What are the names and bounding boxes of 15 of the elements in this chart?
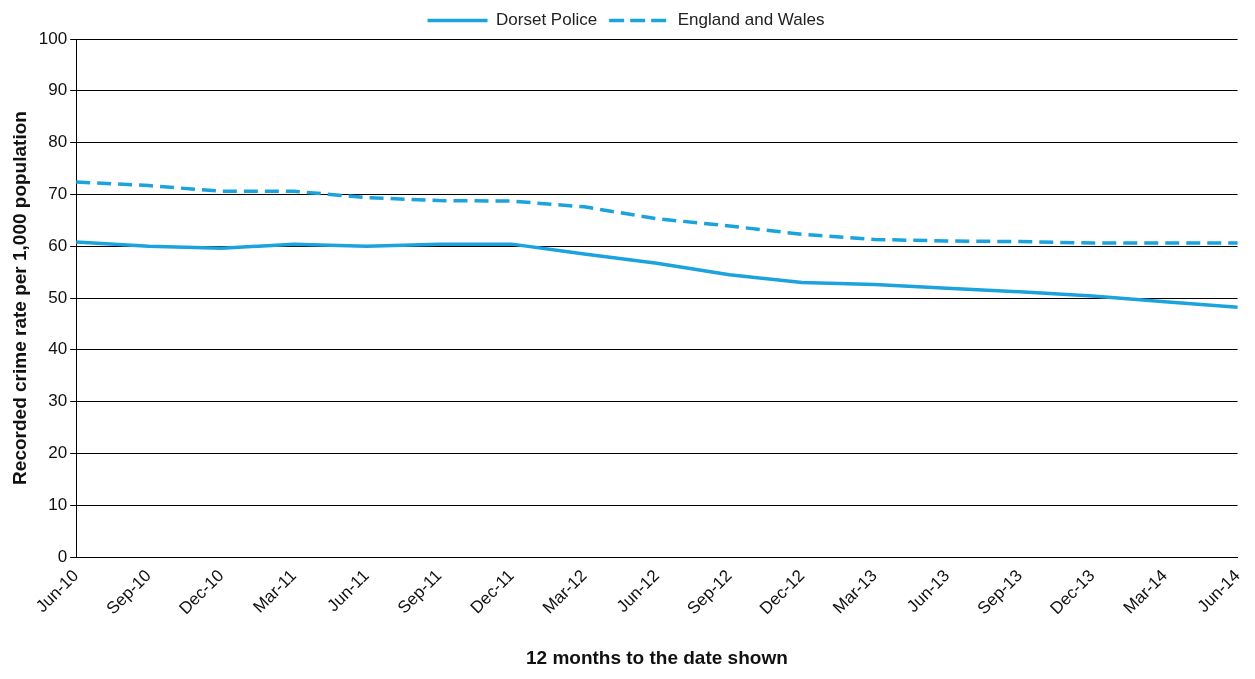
legend-label: Dorset Police bbox=[496, 10, 598, 30]
y-tick-label: 20 bbox=[48, 443, 68, 463]
y-tick-label: 80 bbox=[48, 132, 68, 152]
y-tick-label: 60 bbox=[48, 235, 68, 255]
y-tick-label: 0 bbox=[57, 546, 68, 566]
y-tick-label: 40 bbox=[48, 339, 68, 359]
legend-label: England and Wales bbox=[677, 10, 825, 30]
y-tick-label: 90 bbox=[48, 80, 68, 100]
y-tick-label: 100 bbox=[38, 28, 68, 48]
y-tick-label: 70 bbox=[48, 184, 68, 204]
y-tick-label: 10 bbox=[48, 494, 68, 514]
y-tick-label: 50 bbox=[48, 287, 68, 307]
y-tick-label: 30 bbox=[48, 391, 68, 411]
y-axis-title: Recorded crime rate per 1,000 population bbox=[8, 111, 30, 485]
x-axis-title: 12 months to the date shown bbox=[525, 646, 788, 668]
